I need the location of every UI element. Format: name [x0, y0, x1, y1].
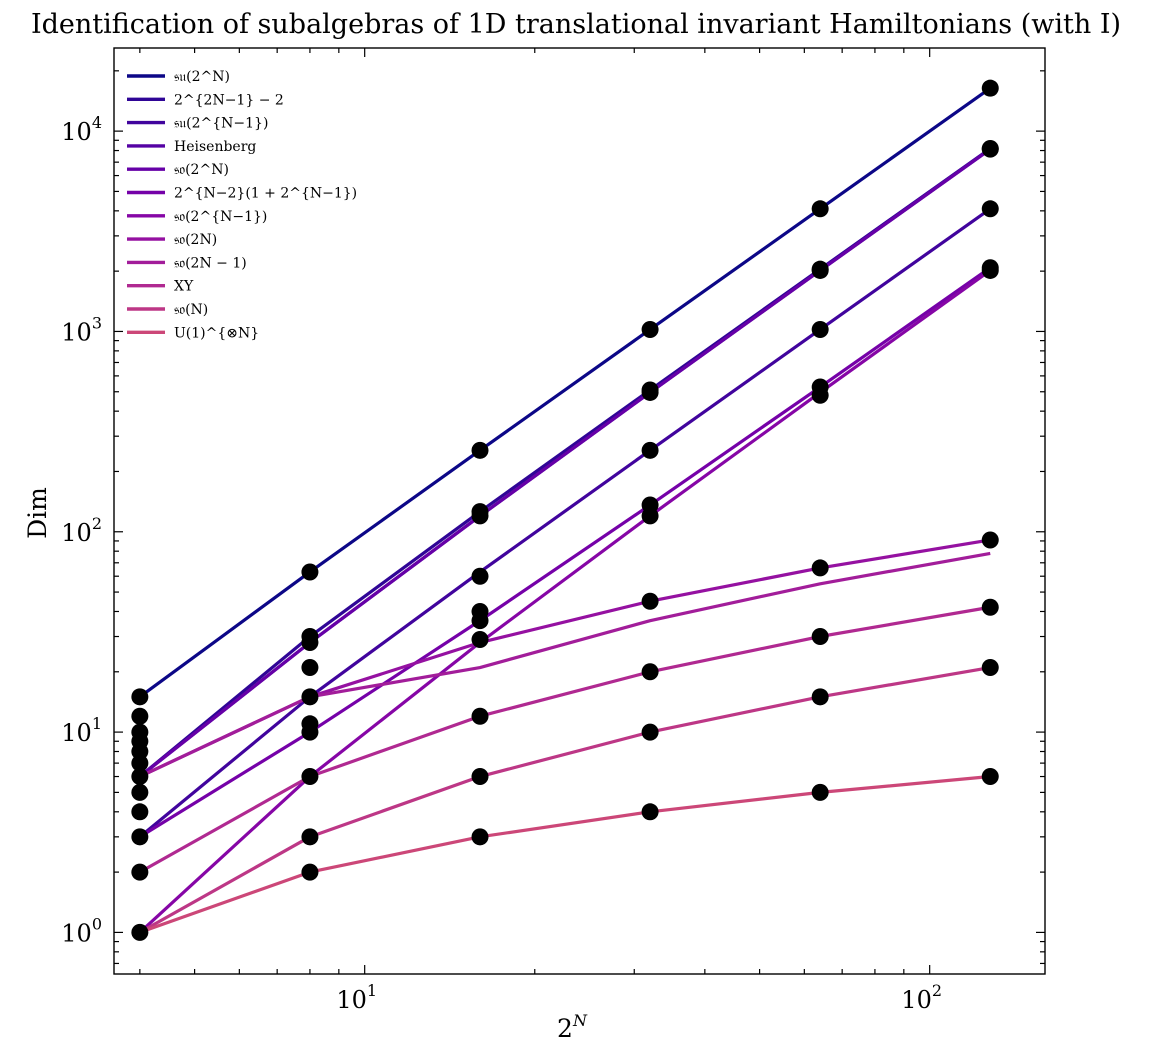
- data-point: [812, 200, 829, 217]
- data-point: [472, 631, 489, 648]
- data-point: [812, 784, 829, 801]
- y-tick-label: 101: [61, 714, 102, 747]
- data-point: [812, 379, 829, 396]
- y-tick-exp: 2: [92, 514, 102, 533]
- data-point: [472, 568, 489, 585]
- x-tick-base: 10: [901, 986, 932, 1014]
- data-point: [131, 688, 148, 705]
- y-axis-label: Dim: [23, 487, 52, 539]
- data-point: [131, 828, 148, 845]
- data-point: [812, 261, 829, 278]
- y-tick-label: 103: [61, 313, 102, 346]
- x-axis-label: 2N: [557, 1011, 588, 1043]
- data-point: [472, 768, 489, 785]
- data-point: [642, 382, 659, 399]
- x-tick-base: 10: [336, 986, 367, 1014]
- legend-label: 𝔰𝔬(2N − 1): [174, 255, 247, 271]
- y-tick-base: 10: [61, 919, 92, 947]
- data-point: [642, 803, 659, 820]
- data-point: [812, 559, 829, 576]
- legend-label: 𝔰𝔬(N): [174, 302, 208, 318]
- legend-label: 𝔰𝔬(2^N): [174, 162, 229, 178]
- data-point: [812, 628, 829, 645]
- data-point: [301, 828, 318, 845]
- chart-title: Identification of subalgebras of 1D tran…: [31, 9, 1121, 40]
- data-point: [982, 531, 999, 548]
- data-point: [642, 663, 659, 680]
- legend: 𝔰𝔲(2^N) 2^{2N−1} − 2 𝔰𝔲(2^{N−1}) Heisenberg…: [127, 69, 357, 341]
- legend-label: 𝔰𝔬(2^{N−1}): [174, 209, 267, 225]
- data-point: [131, 784, 148, 801]
- series-line-10: [140, 607, 990, 872]
- y-tick-exp: 4: [92, 113, 102, 132]
- data-point: [982, 259, 999, 276]
- series-line-5: [140, 149, 990, 776]
- series-line-1: [140, 88, 990, 697]
- data-point: [301, 563, 318, 580]
- data-point: [642, 442, 659, 459]
- y-tick-label: 104: [61, 113, 102, 146]
- data-point: [472, 828, 489, 845]
- data-point: [131, 803, 148, 820]
- series-line-9: [140, 553, 990, 776]
- legend-label: 𝔰𝔲(2^N): [174, 69, 230, 85]
- y-tick-base: 10: [61, 719, 92, 747]
- series-line-4: [140, 149, 990, 776]
- y-tick-exp: 0: [92, 914, 102, 933]
- y-tick-base: 10: [61, 519, 92, 547]
- data-point: [982, 768, 999, 785]
- data-point: [301, 688, 318, 705]
- data-point: [301, 659, 318, 676]
- data-point: [642, 593, 659, 610]
- data-point: [472, 503, 489, 520]
- legend-label: 2^{2N−1} − 2: [174, 92, 284, 108]
- data-point: [982, 200, 999, 217]
- data-point: [472, 708, 489, 725]
- data-point: [982, 659, 999, 676]
- data-point: [131, 924, 148, 941]
- data-point: [131, 724, 148, 741]
- legend-label: 𝔰𝔬(2N): [174, 232, 217, 248]
- y-tick-exp: 1: [92, 714, 102, 733]
- data-point: [642, 321, 659, 338]
- series-line-6: [140, 268, 990, 837]
- x-tick-label: 101: [336, 981, 377, 1014]
- data-point: [131, 864, 148, 881]
- y-tick-base: 10: [61, 318, 92, 346]
- data-point: [982, 140, 999, 157]
- series-line-3: [140, 209, 990, 837]
- data-point: [472, 442, 489, 459]
- x-axis-label-sup: N: [572, 1011, 588, 1030]
- data-point: [982, 599, 999, 616]
- data-point: [301, 864, 318, 881]
- x-tick-exp: 1: [367, 981, 377, 1000]
- legend-label: 2^{N−2}(1 + 2^{N−1}): [174, 186, 357, 202]
- data-point: [812, 688, 829, 705]
- legend-label: XY: [174, 279, 194, 295]
- y-tick-label: 100: [61, 914, 102, 947]
- data-point: [982, 80, 999, 97]
- data-point: [131, 708, 148, 725]
- data-point: [301, 715, 318, 732]
- data-point: [642, 497, 659, 514]
- x-tick-label: 102: [901, 981, 942, 1014]
- y-tick-label: 102: [61, 514, 102, 547]
- legend-label: U(1)^{⊗N}: [174, 325, 259, 341]
- x-tick-exp: 2: [932, 981, 942, 1000]
- data-point: [472, 603, 489, 620]
- data-point: [812, 321, 829, 338]
- y-tick-base: 10: [61, 118, 92, 146]
- legend-label: 𝔰𝔲(2^{N−1}): [174, 116, 268, 132]
- data-point: [301, 768, 318, 785]
- data-point: [642, 724, 659, 741]
- series-line-2: [140, 149, 990, 777]
- legend-label: Heisenberg: [174, 139, 256, 155]
- data-point: [301, 628, 318, 645]
- y-tick-exp: 3: [92, 313, 102, 332]
